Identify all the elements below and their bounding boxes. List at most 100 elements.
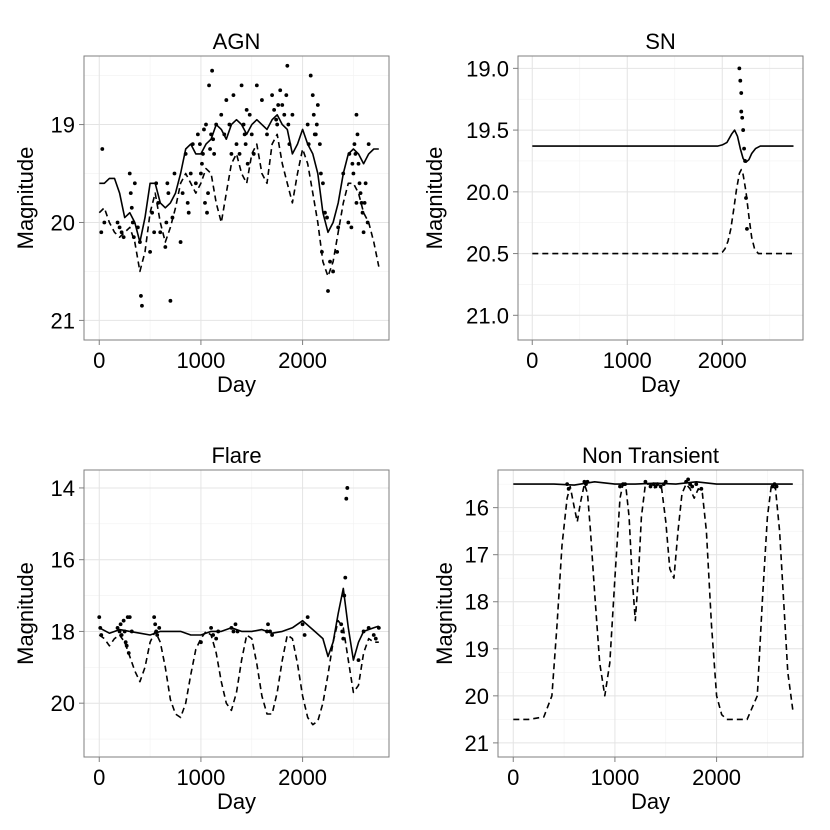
data-point — [201, 152, 205, 156]
data-point — [311, 112, 316, 117]
data-point — [245, 161, 250, 166]
x-axis-label: Day — [217, 789, 256, 814]
data-point — [739, 91, 744, 95]
data-point — [354, 200, 359, 205]
data-point — [699, 486, 704, 491]
data-point — [346, 220, 351, 225]
data-point — [361, 629, 366, 634]
data-point — [280, 103, 285, 107]
data-point — [124, 643, 129, 648]
data-point — [315, 103, 320, 107]
data-point — [121, 618, 126, 623]
data-point — [260, 98, 264, 102]
data-point — [376, 625, 381, 630]
data-point — [345, 486, 350, 490]
dashed-band-line — [98, 133, 380, 278]
y-tick-label: 19.0 — [466, 56, 509, 81]
data-point — [249, 132, 254, 137]
data-point — [352, 142, 357, 147]
data-point — [135, 225, 140, 230]
data-point — [366, 625, 371, 630]
chart-panel-3: 0 1000 2000 16 17 18 19 20 21 Non Transient Day Mag… — [432, 443, 804, 814]
data-point — [365, 220, 370, 225]
fit-line — [99, 114, 379, 243]
data-point — [127, 171, 132, 176]
data-point — [690, 484, 695, 489]
data-point — [278, 88, 283, 93]
data-point — [349, 225, 354, 230]
data-point — [325, 215, 329, 220]
data-point — [128, 191, 133, 196]
data-point — [206, 191, 210, 196]
data-point — [195, 132, 200, 137]
data-point — [241, 122, 246, 127]
data-point — [209, 132, 213, 137]
data-point — [203, 200, 207, 205]
data-point — [339, 622, 344, 627]
fit-line — [532, 129, 794, 163]
data-point — [341, 636, 346, 641]
data-point — [178, 240, 183, 244]
data-point — [118, 622, 123, 627]
x-tick-label: 2000 — [278, 348, 327, 373]
data-point — [318, 171, 323, 176]
data-point — [119, 633, 124, 637]
data-point — [132, 181, 137, 186]
plot-background — [84, 56, 389, 340]
data-point — [115, 625, 120, 630]
data-point — [157, 625, 162, 630]
data-point — [117, 629, 122, 634]
data-point — [359, 200, 364, 205]
y-tick-label: 20 — [51, 691, 75, 716]
y-tick-label: 18 — [465, 590, 489, 615]
plot-border — [83, 55, 390, 341]
chart-title: AGN — [213, 29, 261, 54]
data-point — [356, 161, 361, 166]
data-point — [166, 191, 171, 196]
data-point — [164, 220, 169, 225]
dashed-band-line — [98, 619, 379, 726]
x-tick-label: 0 — [507, 765, 519, 790]
data-point — [150, 210, 155, 215]
data-point — [340, 629, 345, 634]
data-point — [155, 633, 160, 637]
y-tick-label: 20 — [51, 210, 75, 235]
data-point — [186, 210, 191, 215]
x-tick-label: 0 — [526, 348, 538, 373]
data-point — [268, 629, 272, 634]
y-tick-label: 21 — [51, 308, 75, 333]
data-point — [287, 142, 292, 147]
y-tick-label: 21.0 — [466, 303, 509, 328]
data-point — [341, 171, 346, 176]
data-point — [122, 629, 127, 634]
data-point — [320, 249, 324, 254]
data-point — [152, 230, 157, 235]
chart-title: SN — [645, 29, 676, 54]
data-point — [158, 230, 163, 235]
data-point — [163, 245, 168, 249]
data-point — [265, 629, 269, 634]
data-point — [99, 230, 104, 235]
y-axis-label: Magnitude — [13, 562, 38, 665]
plot-background — [498, 470, 803, 757]
data-point — [102, 220, 107, 225]
data-point — [360, 210, 365, 215]
data-point — [138, 240, 142, 244]
data-point — [234, 142, 239, 147]
data-point — [314, 122, 319, 127]
x-tick-label: 1000 — [603, 348, 652, 373]
data-point — [216, 629, 221, 634]
data-point — [565, 482, 570, 487]
data-point — [208, 147, 212, 151]
data-point — [648, 484, 653, 489]
data-point — [305, 615, 310, 619]
data-point — [618, 484, 622, 489]
data-point — [663, 479, 668, 484]
data-point — [97, 615, 102, 619]
data-point — [100, 147, 105, 151]
y-tick-label: 14 — [51, 476, 75, 501]
y-tick-label: 20.5 — [466, 242, 509, 267]
y-axis-label: Magnitude — [432, 562, 457, 665]
y-tick-label: 21 — [465, 731, 489, 756]
data-point — [742, 146, 746, 151]
